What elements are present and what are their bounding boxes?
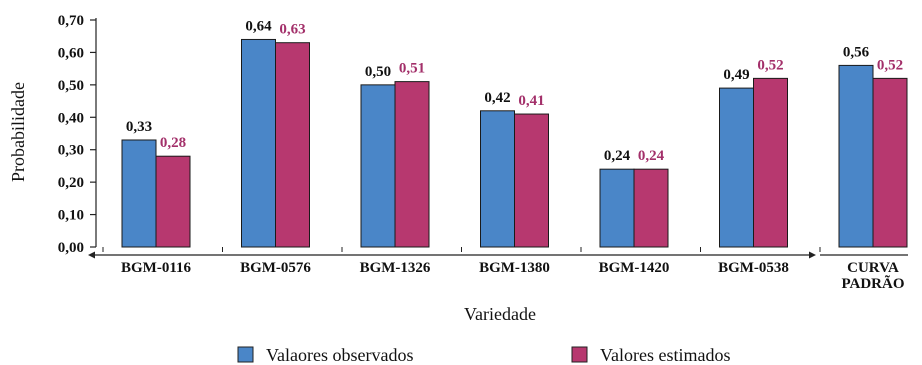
y-tick-label: 0,30: [58, 143, 84, 159]
x-axis-arrow-left: [88, 251, 95, 259]
data-label-observed: 0,56: [843, 44, 870, 60]
data-label-observed: 0,42: [484, 90, 510, 106]
y-tick-label: 0,10: [58, 208, 84, 224]
bar-estimated: [872, 77, 908, 248]
data-label-estimated: 0,24: [638, 148, 665, 164]
data-label-observed: 0,64: [245, 18, 272, 34]
data-label-estimated: 0,41: [518, 93, 544, 109]
data-label-estimated: 0,52: [877, 57, 903, 73]
bar-observed: [241, 38, 276, 248]
y-tick-label: 0,00: [58, 240, 84, 256]
y-axis-title: Probabilidade: [8, 82, 28, 182]
data-label-observed: 0,24: [604, 148, 631, 164]
x-axis-arrow-right: [809, 251, 816, 259]
y-tick-label: 0,20: [58, 175, 84, 191]
value-labels: 0,33 0,64 0,50 0,42 0,24 0,49 0,56 0,28 0,63 0,51…: [126, 18, 903, 164]
x-tick-label: CURVA: [847, 260, 899, 276]
x-tick-label: BGM-1380: [479, 260, 550, 276]
bar-observed: [599, 168, 635, 248]
y-tick-label: 0,60: [58, 45, 84, 61]
bar-estimated: [394, 81, 430, 248]
bar-observed: [480, 110, 515, 248]
data-label-estimated: 0,52: [757, 57, 783, 73]
bar-estimated: [275, 42, 310, 248]
y-axis: 0,00 0,10 0,20 0,30 0,40 0,50 0,60 0,70: [58, 13, 97, 256]
legend-label-observed: Valaores observados: [266, 345, 413, 365]
data-label-observed: 0,50: [365, 64, 391, 80]
data-label-observed: 0,33: [126, 119, 152, 135]
legend-label-estimated: Valores estimados: [600, 345, 730, 365]
x-tick-label: BGM-0116: [121, 260, 191, 276]
legend-swatch-estimated: [571, 346, 588, 363]
x-axis-title: Variedade: [464, 304, 536, 324]
bar-observed: [838, 64, 874, 248]
bar-estimated: [155, 155, 191, 248]
bar-estimated: [753, 77, 788, 248]
data-label-estimated: 0,51: [399, 61, 425, 77]
bars: [121, 38, 908, 248]
bar-estimated: [633, 168, 669, 248]
legend: Valaores observados Valores estimados: [237, 345, 730, 365]
data-label-estimated: 0,63: [279, 22, 305, 38]
data-label-observed: 0,49: [723, 67, 749, 83]
data-label-estimated: 0,28: [160, 135, 186, 151]
y-tick-label: 0,70: [58, 13, 84, 29]
x-tick-label: BGM-0538: [718, 260, 789, 276]
bar-estimated: [514, 113, 549, 248]
x-tick-label: BGM-1420: [599, 260, 670, 276]
bar-observed: [360, 84, 396, 248]
y-tick-label: 0,50: [58, 78, 84, 94]
legend-swatch-observed: [237, 346, 254, 363]
x-tick-label: BGM-0576: [240, 260, 311, 276]
y-tick-label: 0,40: [58, 110, 84, 126]
x-axis: BGM-0116 BGM-0576 BGM-1326 BGM-1380 BGM-1420…: [88, 247, 908, 292]
x-tick-label: BGM-1326: [360, 260, 431, 276]
bar-observed: [719, 87, 754, 248]
x-tick-label: PADRÃO: [841, 274, 904, 292]
bar-observed: [121, 139, 157, 248]
